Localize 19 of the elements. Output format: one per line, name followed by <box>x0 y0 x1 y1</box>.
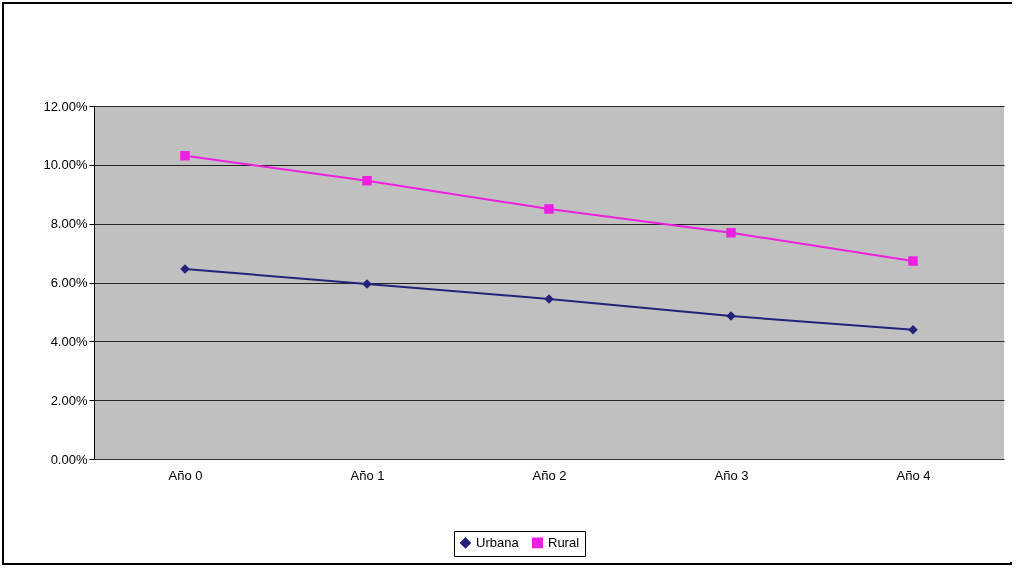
x-tick-label: Año 2 <box>532 467 567 483</box>
point <box>544 204 554 214</box>
point <box>180 150 190 161</box>
legend-label: Rural <box>548 534 580 550</box>
x-tick-label: Año 0 <box>168 467 203 483</box>
y-tick-label: 4.00% <box>50 333 88 349</box>
point <box>726 228 736 238</box>
x-tick-label: Año 1 <box>350 467 385 483</box>
y-tick-label: 10.00% <box>43 157 88 173</box>
y-tick-label: 12.00% <box>43 98 88 114</box>
point <box>908 256 918 266</box>
y-tick-label: 0.00% <box>50 451 88 467</box>
legend-label: Urbana <box>476 534 520 550</box>
x-tick-label: Año 4 <box>896 467 931 483</box>
point <box>362 175 372 186</box>
y-tick-label: 6.00% <box>50 275 88 290</box>
y-tick-label: 2.00% <box>50 392 88 408</box>
x-tick-label: Año 3 <box>714 467 749 483</box>
y-tick-label: 8.00% <box>50 216 88 232</box>
